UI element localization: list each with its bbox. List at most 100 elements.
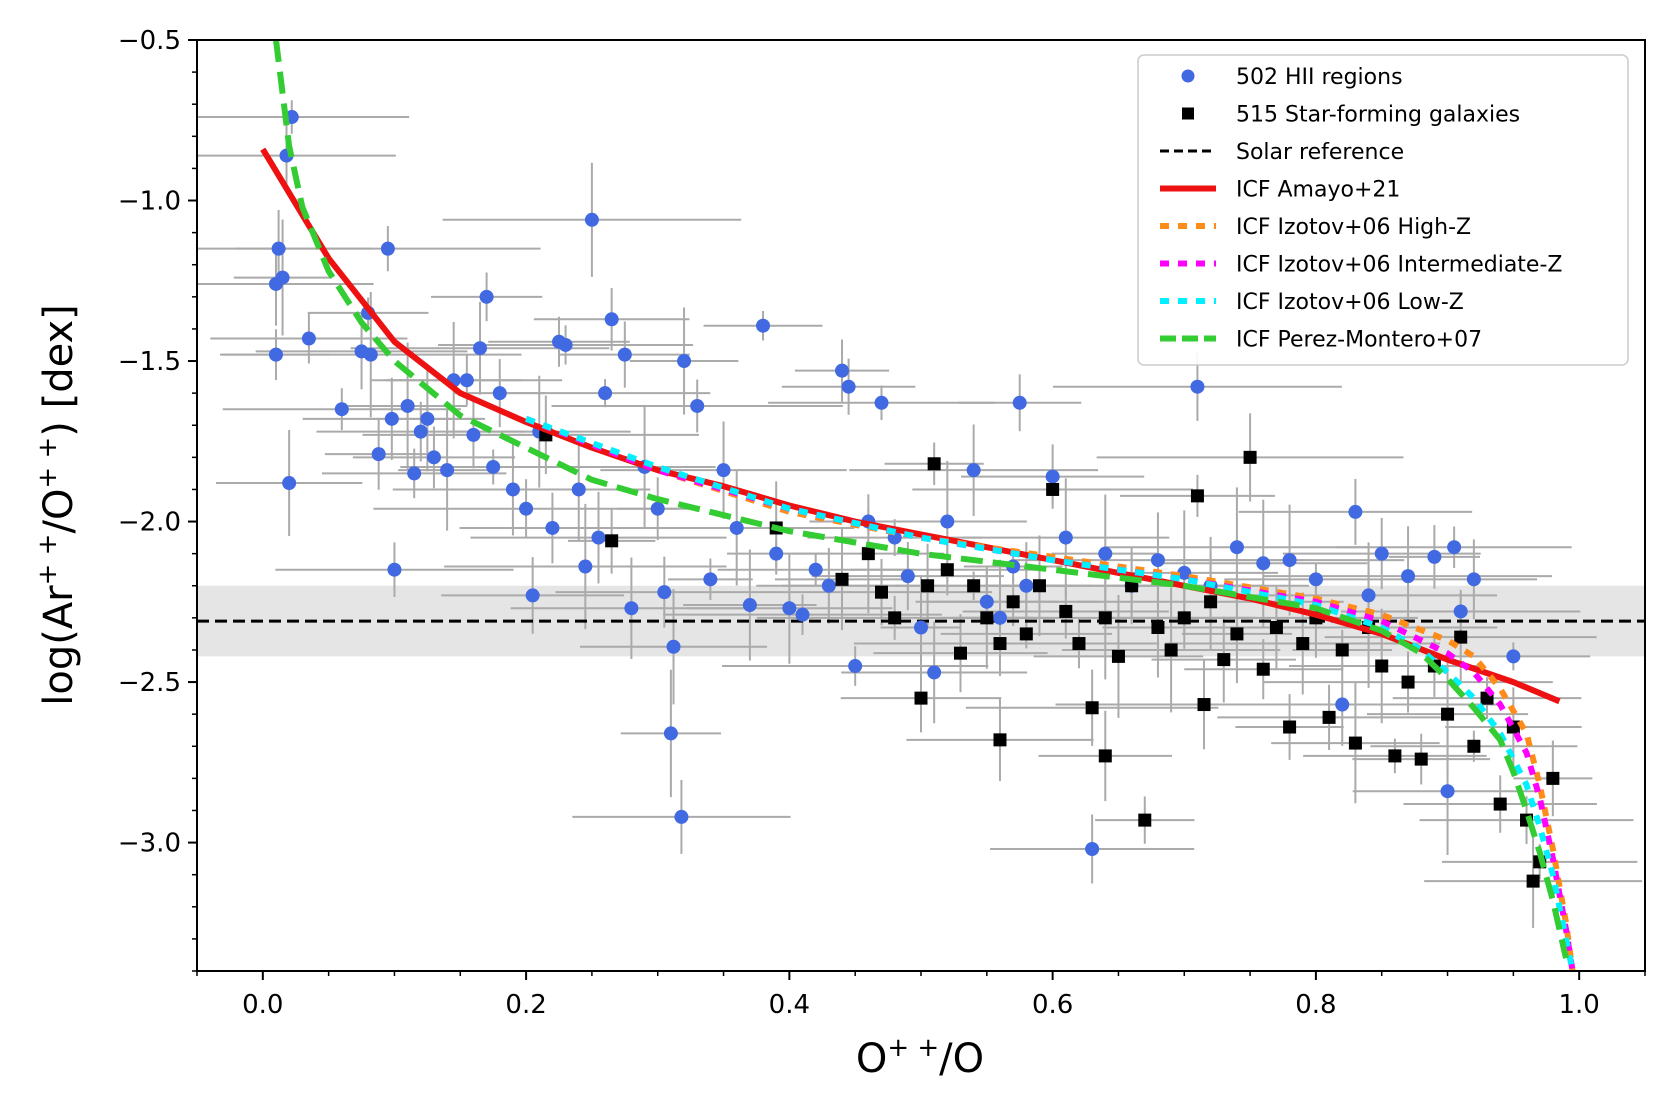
galaxy-point: [993, 637, 1007, 651]
hii-region-point: [742, 598, 757, 613]
hii-region-point: [598, 386, 613, 401]
hii-region-point: [1453, 604, 1468, 619]
y-tick-label: −1.0: [118, 187, 181, 217]
hii-region-point: [848, 659, 863, 674]
hii-region-point: [578, 559, 593, 574]
curve-icf-izotov-06-intermediate-z: [525, 416, 1576, 971]
hii-region-point: [1440, 784, 1455, 799]
galaxy-point: [1098, 749, 1112, 763]
galaxy-point: [1546, 771, 1560, 785]
hii-region-point: [835, 363, 850, 378]
hii-region-point: [1466, 572, 1481, 587]
hii-region-point: [874, 395, 889, 410]
hii-region-point: [505, 482, 520, 497]
hii-region-point: [914, 620, 928, 635]
x-tick-label: 0.2: [505, 990, 546, 1020]
galaxy-point: [1401, 675, 1415, 689]
hii-region-point: [674, 809, 689, 824]
hii-region-point: [1401, 569, 1416, 584]
galaxy-point: [1197, 698, 1211, 712]
hii-region-point: [1282, 553, 1297, 568]
y-tick-label: −2.0: [118, 508, 181, 538]
hii-region-point: [900, 569, 915, 584]
legend-label: 502 HII regions: [1236, 65, 1403, 90]
hii-region-point: [387, 562, 402, 577]
curve-icf-izotov-06-low-z: [525, 415, 1576, 971]
galaxy-point: [1138, 813, 1152, 827]
hii-region-point: [571, 482, 586, 497]
x-tick-label: 0.6: [1032, 990, 1073, 1020]
hii-region-point: [1019, 578, 1034, 593]
y-axis-label: log(Ar+ +/O+ +) [dex]: [33, 304, 82, 706]
hii-region-point: [1190, 379, 1205, 394]
legend-label: ICF Perez-Montero+07: [1236, 328, 1482, 353]
hii-region-point: [1427, 549, 1442, 564]
hii-region-point: [301, 331, 316, 346]
galaxy-point: [835, 572, 849, 586]
hii-region-point: [782, 601, 797, 616]
galaxy-point: [1467, 739, 1481, 753]
y-tick-label: −0.5: [118, 26, 181, 56]
galaxy-point: [1243, 450, 1257, 464]
x-tick-label: 0.4: [769, 990, 810, 1020]
hii-region-point: [1058, 530, 1073, 545]
x-tick-label: 0.0: [242, 990, 283, 1020]
galaxy-point: [1296, 637, 1310, 651]
hii-region-point: [545, 520, 560, 535]
hii-region-point: [1085, 842, 1100, 857]
galaxy-point: [967, 579, 981, 593]
galaxy-point: [940, 563, 954, 577]
galaxy-point: [953, 646, 967, 660]
hii-region-point: [584, 212, 599, 227]
hii-region-point: [1045, 469, 1060, 484]
hii-region-point: [334, 402, 349, 417]
hii-region-point: [275, 270, 290, 285]
galaxy-point: [861, 547, 875, 561]
hii-region-point: [703, 572, 718, 587]
galaxy-point: [1072, 637, 1086, 651]
galaxy-point: [1006, 595, 1020, 609]
hii-region-point: [1150, 553, 1165, 568]
curve-icf-perez-montero-07: [273, 40, 1569, 959]
y-tick-label: −3.0: [118, 829, 181, 859]
hii-region-point: [604, 312, 619, 327]
y-tick-label: −1.5: [118, 347, 181, 377]
galaxy-point: [1111, 649, 1125, 663]
hii-region-point: [400, 398, 415, 413]
galaxy-point: [914, 691, 928, 705]
galaxy-point: [875, 585, 889, 599]
y-axis: −3.0 −2.5 −2.0 −1.5 −1.0 −0.5: [118, 26, 197, 972]
hii-region-point: [268, 347, 283, 362]
galaxy-point: [1151, 620, 1165, 634]
legend-marker: [1182, 107, 1194, 120]
hii-region-point: [492, 386, 507, 401]
hii-region-point: [769, 546, 784, 561]
hii-region-point: [440, 463, 455, 478]
x-tick-label: 1.0: [1559, 990, 1600, 1020]
data-points: [268, 110, 1560, 888]
plot-area: [197, 40, 1645, 971]
hii-region-point: [795, 607, 810, 622]
hii-region-point: [1348, 504, 1363, 519]
hii-region-point: [371, 447, 386, 462]
hii-region-point: [841, 379, 856, 394]
hii-region-point: [1256, 556, 1271, 571]
galaxy-point: [921, 579, 935, 593]
legend: 502 HII regions 515 Star-forming galaxies…: [1137, 54, 1629, 366]
hii-region-point: [663, 726, 678, 741]
x-axis-label: O+ +/O: [856, 1033, 984, 1082]
galaxy-point: [1441, 707, 1455, 721]
legend-marker: [1181, 69, 1195, 83]
hii-region-point: [992, 610, 1007, 625]
hii-region-point: [384, 411, 399, 426]
hii-region-point: [1506, 649, 1521, 664]
hii-region-point: [979, 594, 994, 609]
galaxy-point: [993, 733, 1007, 747]
curve-icf-izotov-06-high-z: [525, 416, 1576, 971]
hii-region-point: [525, 588, 540, 603]
galaxy-point: [1085, 701, 1099, 715]
hii-region-point: [426, 450, 441, 465]
galaxy-point: [1414, 752, 1428, 766]
hii-region-point: [657, 585, 672, 600]
hii-region-point: [966, 463, 981, 478]
